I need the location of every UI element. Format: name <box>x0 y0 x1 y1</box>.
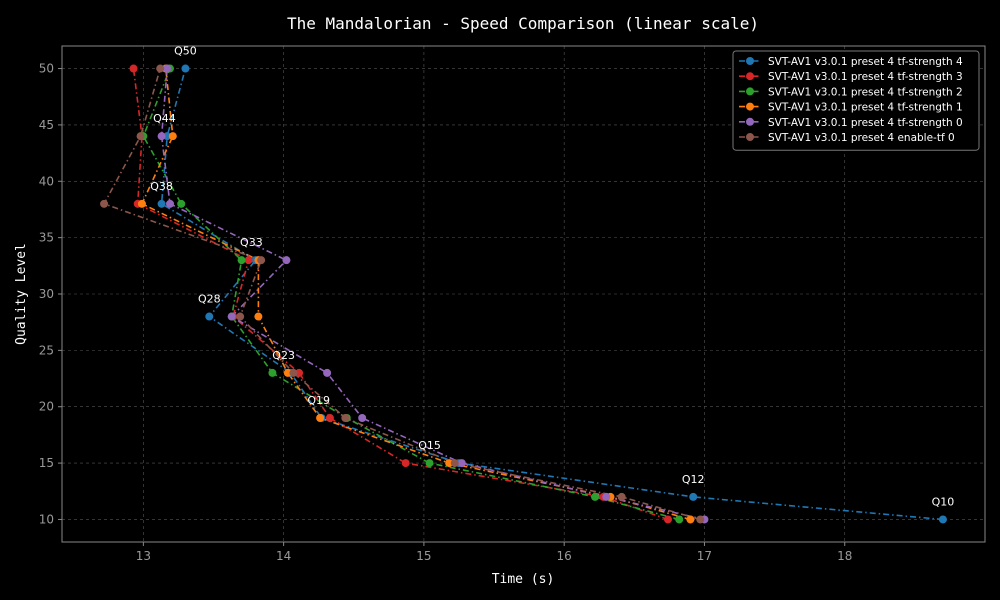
data-point <box>617 492 626 501</box>
data-point <box>100 199 109 208</box>
x-tick-label: 17 <box>697 549 712 563</box>
legend-label: SVT-AV1 v3.0.1 preset 4 tf-strength 0 <box>768 117 963 129</box>
data-point <box>254 312 263 321</box>
data-point <box>938 515 947 524</box>
data-point <box>663 515 672 524</box>
point-annotation: Q44 <box>153 112 176 125</box>
data-point <box>168 132 177 141</box>
data-point <box>181 64 190 73</box>
legend: SVT-AV1 v3.0.1 preset 4 tf-strength 4 SVT… <box>732 50 980 151</box>
data-point <box>227 312 236 321</box>
data-point <box>689 492 698 501</box>
data-point <box>401 459 410 468</box>
data-point <box>257 256 266 265</box>
x-tick-label: 14 <box>276 549 291 563</box>
y-tick-label: 35 <box>39 231 54 245</box>
legend-label: SVT-AV1 v3.0.1 preset 4 tf-strength 3 <box>768 71 963 83</box>
data-point <box>244 256 253 265</box>
data-point <box>163 132 172 141</box>
data-point <box>591 492 600 501</box>
y-tick-label: 45 <box>39 118 54 132</box>
data-point <box>675 515 684 524</box>
x-tick-label: 18 <box>837 549 852 563</box>
data-point <box>686 515 695 524</box>
data-point <box>163 64 172 73</box>
data-point <box>177 199 186 208</box>
x-axis-ticks: 13 14 15 16 17 18 <box>136 542 852 563</box>
data-point <box>295 368 304 377</box>
data-point <box>457 459 466 468</box>
data-point <box>283 368 292 377</box>
y-tick-label: 50 <box>39 62 54 76</box>
data-point <box>445 459 454 468</box>
point-annotation: Q15 <box>418 439 441 452</box>
point-annotation: Q12 <box>682 473 705 486</box>
series-line <box>142 68 680 521</box>
data-point <box>358 414 367 422</box>
series-line <box>140 68 691 521</box>
data-point <box>157 132 166 141</box>
y-tick-label: 25 <box>39 343 54 357</box>
x-tick-label: 16 <box>557 549 572 563</box>
data-point <box>323 368 332 377</box>
data-point <box>236 312 245 321</box>
y-tick-label: 40 <box>39 174 54 188</box>
data-point <box>157 199 166 208</box>
y-axis-ticks: 10 15 20 25 30 35 40 45 50 <box>39 62 62 526</box>
data-point <box>325 414 334 422</box>
data-point <box>282 256 291 265</box>
legend-marker <box>746 133 754 141</box>
point-annotation: Q38 <box>150 180 173 193</box>
data-point <box>696 515 705 524</box>
legend-label: SVT-AV1 v3.0.1 preset 4 enable-tf 0 <box>768 132 955 144</box>
data-point <box>166 199 175 208</box>
series-line <box>160 68 943 521</box>
legend-marker <box>746 102 754 111</box>
y-tick-label: 10 <box>39 512 54 526</box>
data-point <box>602 492 611 501</box>
data-point <box>341 414 350 422</box>
point-annotation: Q33 <box>240 236 263 249</box>
data-point <box>205 312 214 321</box>
data-point <box>450 459 459 468</box>
y-axis-label: Quality Level <box>14 243 29 345</box>
series-lines <box>102 68 943 521</box>
legend-marker <box>746 87 754 96</box>
data-point <box>129 64 138 73</box>
point-annotation: Q50 <box>174 45 197 58</box>
point-annotation: Q28 <box>198 293 221 306</box>
data-point <box>289 368 298 377</box>
point-annotation: Q10 <box>932 495 955 508</box>
data-point <box>237 256 246 265</box>
x-tick-label: 15 <box>416 549 431 563</box>
point-annotation: Q23 <box>272 349 295 362</box>
series-line <box>102 68 701 521</box>
legend-marker <box>746 57 754 65</box>
legend-box <box>732 50 980 151</box>
chart-title: The Mandalorian - Speed Comparison (line… <box>287 14 759 33</box>
y-tick-label: 15 <box>39 456 54 470</box>
annotations: Q50 Q44 Q38 Q33 Q28 Q23 Q19 Q15 Q12 Q10 <box>150 45 954 509</box>
point-annotation: Q19 <box>307 394 330 407</box>
y-tick-label: 20 <box>39 400 54 414</box>
legend-marker <box>746 117 754 126</box>
y-tick-label: 30 <box>39 287 54 301</box>
data-point <box>137 199 146 208</box>
data-point <box>268 368 277 377</box>
data-point <box>316 414 325 422</box>
x-axis-label: Time (s) <box>492 572 555 587</box>
legend-marker <box>746 72 754 81</box>
data-point <box>136 132 145 141</box>
data-point <box>156 64 165 73</box>
legend-label: SVT-AV1 v3.0.1 preset 4 tf-strength 1 <box>768 102 963 114</box>
x-tick-label: 13 <box>136 549 151 563</box>
legend-label: SVT-AV1 v3.0.1 preset 4 tf-strength 2 <box>768 86 963 98</box>
legend-label: SVT-AV1 v3.0.1 preset 4 tf-strength 4 <box>768 56 963 68</box>
series-markers <box>100 64 947 524</box>
data-point <box>425 459 434 468</box>
